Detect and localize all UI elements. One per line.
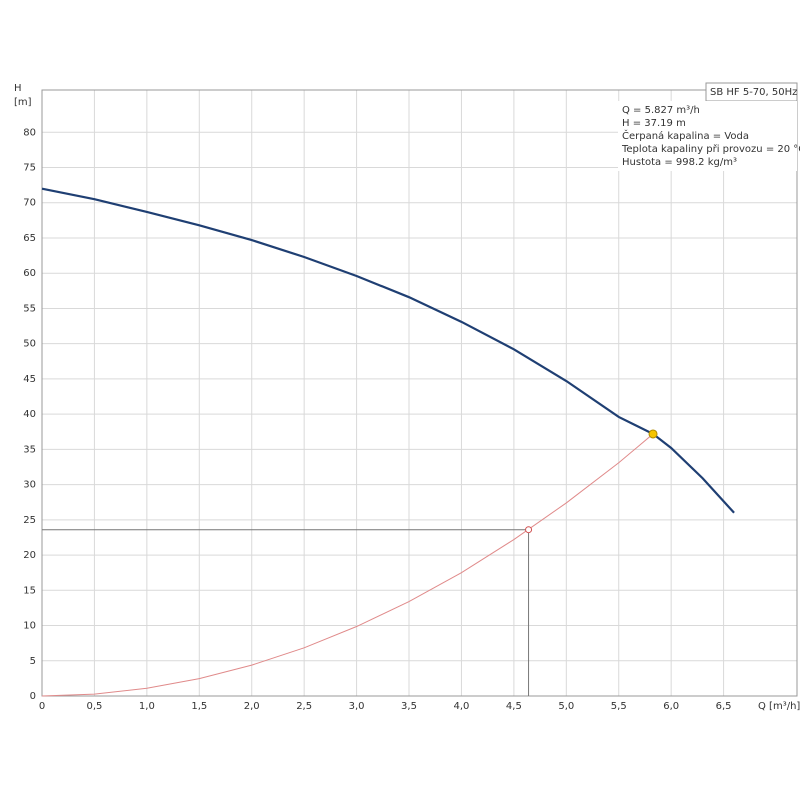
info-line: Q = 5.827 m³/h	[622, 105, 700, 116]
x-tick-label: 0	[39, 701, 45, 712]
y-tick-label: 70	[23, 198, 36, 209]
y-tick-label: 65	[23, 233, 36, 244]
curve	[41, 187, 735, 514]
y-tick-label: 35	[23, 444, 36, 455]
legend-entry: SB HF 5-70, 50Hz	[710, 87, 797, 98]
y-tick-label: 30	[23, 480, 36, 491]
x-tick-label: 5,5	[611, 701, 627, 712]
y-tick-label: 15	[23, 585, 36, 596]
x-tick-label: 2,0	[244, 701, 260, 712]
y-axis-unit: [m]	[14, 97, 32, 108]
y-tick-label: 50	[23, 339, 36, 350]
y-tick-label: 60	[23, 268, 36, 279]
plot-frame	[41, 89, 798, 697]
y-tick-label: 20	[23, 550, 36, 561]
x-tick-label: 3,0	[349, 701, 365, 712]
x-axis-label: Q [m³/h]	[758, 701, 800, 712]
x-tick-label: 1,5	[191, 701, 207, 712]
x-tick-label: 6,0	[663, 701, 679, 712]
y-tick-label: 75	[23, 163, 36, 174]
x-tick-label: 6,5	[716, 701, 732, 712]
x-tick-label: 4,5	[506, 701, 522, 712]
y-tick-label: 0	[30, 691, 36, 702]
x-tick-label: 5,0	[558, 701, 574, 712]
info-line: Teplota kapaliny při provozu = 20 °C	[621, 143, 800, 155]
y-tick-label: 45	[23, 374, 36, 385]
y-tick-label: 5	[30, 656, 36, 667]
y-tick-label: 40	[23, 409, 36, 420]
info-line: H = 37.19 m	[622, 118, 686, 129]
point	[525, 526, 533, 534]
x-tick-label: 4,0	[453, 701, 469, 712]
curve	[41, 433, 654, 697]
y-tick-label: 10	[23, 621, 36, 632]
x-tick-label: 2,5	[296, 701, 312, 712]
y-tick-label: 80	[23, 127, 36, 138]
info-line: Hustota = 998.2 kg/m³	[622, 157, 737, 168]
x-tick-label: 3,5	[401, 701, 417, 712]
y-tick-label: 25	[23, 515, 36, 526]
info-box	[618, 101, 797, 171]
y-axis-label: H	[14, 83, 22, 94]
y-tick-label: 55	[23, 303, 36, 314]
point	[648, 429, 658, 439]
x-tick-label: 0,5	[86, 701, 102, 712]
x-tick-label: 1,0	[139, 701, 155, 712]
info-line: Čerpaná kapalina = Voda	[622, 129, 749, 142]
